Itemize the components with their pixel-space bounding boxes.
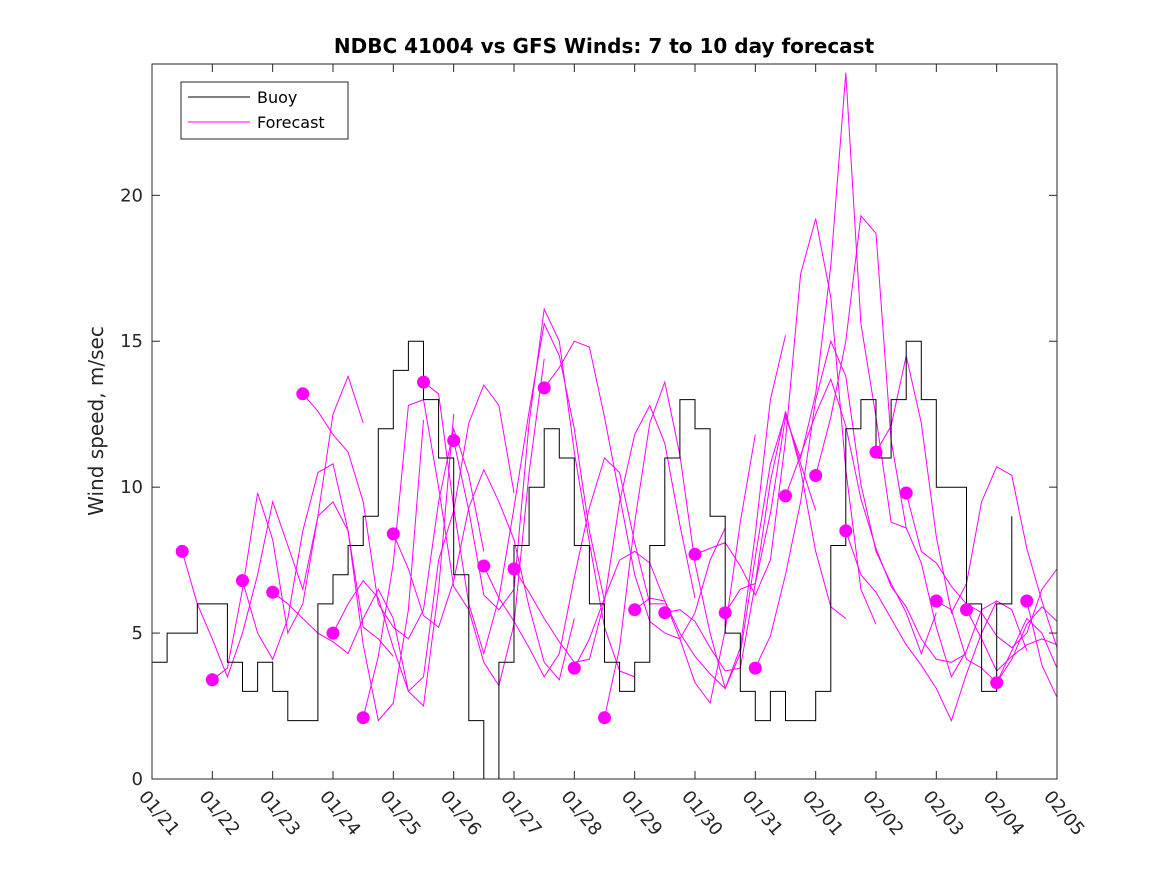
y-tick-label-4: 20 (120, 185, 143, 206)
forecast-marker-17 (688, 547, 702, 561)
forecast-line-11 (513, 404, 696, 663)
forecast-line-20 (785, 377, 967, 663)
forecast-marker-7 (386, 527, 400, 541)
forecast-marker-24 (899, 486, 913, 500)
forecast-line-7 (392, 468, 575, 681)
forecast-line-27 (996, 606, 1058, 683)
forecast-marker-16 (658, 606, 672, 620)
forecast-line-2 (242, 419, 424, 722)
forecast-marker-27 (990, 676, 1004, 690)
forecast-line-15 (634, 412, 817, 690)
forecast-marker-9 (447, 434, 461, 447)
buoy-line (152, 340, 1013, 780)
forecast-marker-0 (175, 544, 189, 558)
forecast-marker-8 (417, 375, 430, 389)
forecast-line-4 (302, 393, 485, 640)
legend-forecast-label: Forecast (257, 113, 325, 132)
forecast-marker-19 (748, 661, 762, 675)
y-tick-label-0: 0 (132, 769, 143, 790)
forecast-marker-13 (567, 661, 581, 675)
forecast-line-19 (754, 339, 937, 669)
forecast-marker-2 (236, 574, 249, 588)
forecast-line-5 (332, 383, 515, 693)
forecast-marker-25 (929, 594, 943, 608)
forecast-line-21 (815, 214, 997, 679)
chart-title: NDBC 41004 vs GFS Winds: 7 to 10 day for… (334, 34, 875, 58)
forecast-marker-15 (628, 603, 642, 617)
forecast-marker-12 (537, 381, 551, 395)
forecast-marker-21 (809, 469, 823, 482)
legend-box (180, 81, 349, 140)
forecast-marker-6 (356, 711, 370, 725)
forecast-marker-5 (326, 626, 340, 640)
plot-area (152, 72, 1058, 780)
forecast-marker-1 (205, 673, 219, 687)
forecast-marker-4 (296, 387, 310, 401)
legend-buoy-label: Buoy (257, 88, 297, 107)
forecast-line-1 (211, 492, 394, 681)
forecast-line-14 (604, 335, 786, 718)
y-tick-label-2: 10 (120, 477, 143, 498)
y-tick-label-3: 15 (120, 331, 143, 352)
forecast-marker-18 (718, 606, 732, 620)
forecast-line-3 (272, 414, 455, 708)
forecast-marker-28 (1020, 594, 1034, 608)
forecast-line-28 (1026, 600, 1058, 698)
forecast-marker-26 (960, 603, 973, 617)
forecast-marker-11 (507, 562, 521, 576)
forecast-line-0 (181, 374, 364, 679)
legend: Buoy Forecast (180, 81, 349, 140)
y-tick-label-1: 5 (132, 623, 143, 644)
forecast-line-12 (543, 340, 726, 640)
forecast-marker-22 (839, 524, 853, 538)
forecast-marker-23 (869, 445, 883, 459)
forecast-line-22 (845, 530, 1028, 722)
forecast-marker-10 (477, 559, 491, 573)
forecast-marker-3 (266, 585, 280, 599)
axes-box (151, 63, 1058, 780)
forecast-marker-20 (779, 489, 792, 503)
forecast-marker-14 (598, 711, 611, 725)
y-axis-label: Wind speed, m/sec (84, 326, 108, 516)
